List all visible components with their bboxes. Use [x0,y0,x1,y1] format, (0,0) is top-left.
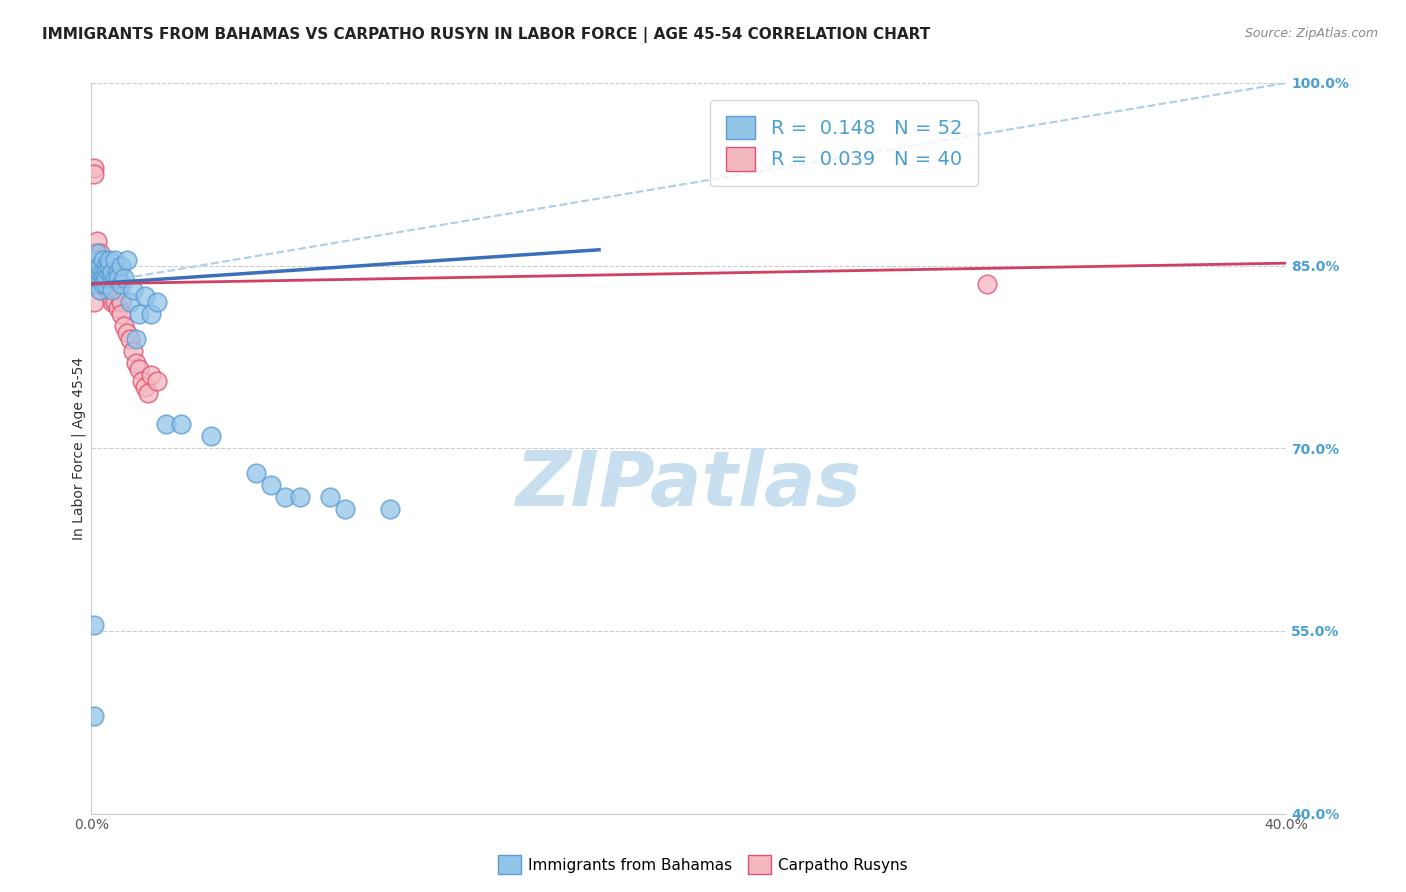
Point [83,161,105,176]
Point [91,265,114,279]
Point [146,374,169,388]
Point [86,277,108,291]
Point [335,502,357,516]
Point [128,307,150,321]
Point [101,283,124,297]
Point [101,270,124,285]
Point [83,167,105,181]
Point [89,246,111,260]
Point [131,374,153,388]
Point [107,265,129,279]
Point [101,265,124,279]
Point [83,270,105,285]
Point [98,283,121,297]
Point [112,270,135,285]
Text: ZIPatlas: ZIPatlas [516,448,862,522]
Point [91,277,114,291]
Point [91,277,114,291]
Point [104,270,127,285]
Point [120,295,142,310]
Point [98,289,121,303]
Legend: Immigrants from Bahamas, Carpatho Rusyns: Immigrants from Bahamas, Carpatho Rusyns [492,849,914,880]
Point [89,265,111,279]
Point [98,259,121,273]
Point [136,386,159,401]
Point [96,277,118,291]
Point [107,301,129,316]
Point [96,259,118,273]
Point [200,429,222,443]
Point [115,326,138,340]
Point [115,252,138,267]
Point [83,246,105,260]
Point [146,295,169,310]
Point [378,502,401,516]
Point [104,295,127,310]
Point [139,368,162,383]
Point [89,283,111,297]
Point [104,277,127,291]
Point [86,259,108,273]
Point [110,295,132,310]
Point [83,709,105,723]
Point [112,319,135,334]
Point [86,234,108,248]
Point [101,283,124,297]
Point [134,380,156,394]
Point [86,246,108,260]
Legend: R =  0.148   N = 52, R =  0.039   N = 40: R = 0.148 N = 52, R = 0.039 N = 40 [710,100,977,186]
Point [128,362,150,376]
Point [96,277,118,291]
Point [96,270,118,285]
Point [83,617,105,632]
Point [274,490,297,504]
Point [319,490,342,504]
Point [89,283,111,297]
Point [104,252,127,267]
Point [125,332,148,346]
Point [101,270,124,285]
Point [83,277,105,291]
Point [110,307,132,321]
Point [83,295,105,310]
Point [107,283,129,297]
Point [86,252,108,267]
Point [89,265,111,279]
Point [98,265,121,279]
Point [134,289,156,303]
Point [120,332,142,346]
Point [155,417,177,431]
Point [101,295,124,310]
Point [89,259,111,273]
Point [170,417,193,431]
Point [259,477,281,491]
Text: Source: ZipAtlas.com: Source: ZipAtlas.com [1244,27,1378,40]
Point [98,265,121,279]
Point [107,270,129,285]
Point [96,265,118,279]
Point [86,270,108,285]
Point [976,277,998,291]
Point [96,259,118,273]
Point [139,307,162,321]
Point [91,270,114,285]
Text: IMMIGRANTS FROM BAHAMAS VS CARPATHO RUSYN IN LABOR FORCE | AGE 45-54 CORRELATION: IMMIGRANTS FROM BAHAMAS VS CARPATHO RUSY… [42,27,931,43]
Point [89,270,111,285]
Y-axis label: In Labor Force | Age 45-54: In Labor Force | Age 45-54 [72,357,86,540]
Point [122,343,145,358]
Point [96,270,118,285]
Point [86,252,108,267]
Point [122,283,145,297]
Point [91,270,114,285]
Point [110,259,132,273]
Point [83,265,105,279]
Point [245,466,267,480]
Point [91,252,114,267]
Point [91,252,114,267]
Point [290,490,312,504]
Point [98,252,121,267]
Point [125,356,148,370]
Point [110,277,132,291]
